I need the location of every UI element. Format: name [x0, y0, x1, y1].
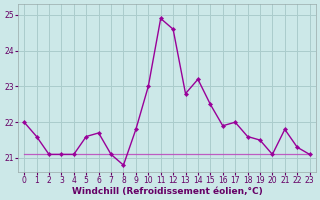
X-axis label: Windchill (Refroidissement éolien,°C): Windchill (Refroidissement éolien,°C) [72, 187, 262, 196]
